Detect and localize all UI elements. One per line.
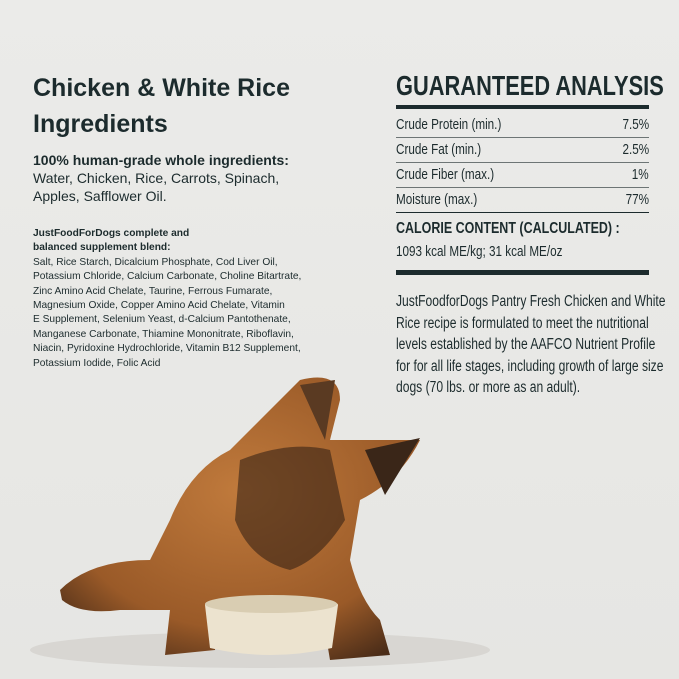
analysis-row: Crude Fiber (max.) 1% — [396, 163, 649, 188]
analysis-row: Moisture (max.) 77% — [396, 188, 649, 212]
title-line: Chicken & White Rice — [33, 74, 290, 102]
title-line: Ingredients — [33, 110, 168, 138]
ingredient-line: Water, Chicken, Rice, Carrots, Spinach, — [33, 170, 280, 186]
row-label: Crude Fiber (max.) — [396, 166, 495, 183]
supplement-line: Potassium Iodide, Folic Acid — [33, 357, 161, 369]
supplement-line: Potassium Chloride, Calcium Carbonate, C… — [33, 271, 302, 283]
row-label: Crude Fat (min.) — [396, 141, 482, 158]
main-ingredients: 100% human-grade whole ingredients: Wate… — [33, 151, 353, 205]
row-value: 77% — [625, 191, 649, 208]
row-value: 7.5% — [622, 116, 649, 133]
analysis-row: Crude Fat (min.) 2.5% — [396, 138, 649, 163]
statement-line: for for all life stages, including growt… — [396, 357, 664, 375]
analysis-title: GUARANTEED ANALYSIS — [396, 70, 664, 101]
analysis-row: Crude Protein (min.) 7.5% — [396, 113, 649, 138]
statement-line: levels established by the AAFCO Nutrient… — [396, 336, 656, 353]
supplement-line: Salt, Rice Starch, Dicalcium Phosphate, … — [33, 256, 278, 268]
divider — [396, 105, 649, 109]
supplement-blend: JustFoodForDogs complete and balanced su… — [33, 227, 353, 371]
row-value: 1% — [632, 166, 649, 183]
row-label: Crude Protein (min.) — [396, 116, 502, 133]
ingredients-title: Chicken & White Rice Ingredients — [33, 70, 290, 142]
ingredient-line: Apples, Safflower Oil. — [33, 188, 167, 204]
row-label: Moisture (max.) — [396, 191, 478, 208]
supplement-line: Manganese Carbonate, Thiamine Mononitrat… — [33, 328, 294, 340]
supplement-line: Niacin, Pyridoxine Hydrochloride, Vitami… — [33, 343, 301, 355]
dog-ear — [365, 438, 420, 495]
divider — [396, 270, 649, 275]
ingredients-subtitle: 100% human-grade whole ingredients: — [33, 152, 289, 168]
statement-line: dogs (70 lbs. or more as an adult). — [396, 379, 581, 396]
row-value: 2.5% — [622, 141, 649, 158]
aafco-statement: JustFoodforDogs Pantry Fresh Chicken and… — [396, 291, 665, 399]
supplement-line: E Supplement, Selenium Yeast, d-Calcium … — [33, 314, 291, 326]
bowl-rim — [205, 595, 337, 613]
dog-face-mask — [235, 446, 345, 570]
divider — [396, 212, 649, 213]
statement-line: JustFoodforDogs Pantry Fresh Chicken and… — [396, 293, 666, 310]
supplement-heading: balanced supplement blend: — [33, 242, 171, 254]
supplement-line: Zinc Amino Acid Chelate, Taurine, Ferrou… — [33, 285, 273, 297]
supplement-heading: JustFoodForDogs complete and — [33, 228, 190, 239]
calorie-heading: CALORIE CONTENT (CALCULATED) : — [396, 220, 620, 237]
statement-line: Rice recipe is formulated to meet the nu… — [396, 314, 649, 332]
dog-eating-photo — [30, 377, 490, 668]
supplement-line: Magnesium Oxide, Copper Amino Acid Chela… — [33, 300, 285, 312]
calorie-value: 1093 kcal ME/kg; 31 kcal ME/oz — [396, 243, 563, 260]
dog-ear — [300, 380, 335, 440]
